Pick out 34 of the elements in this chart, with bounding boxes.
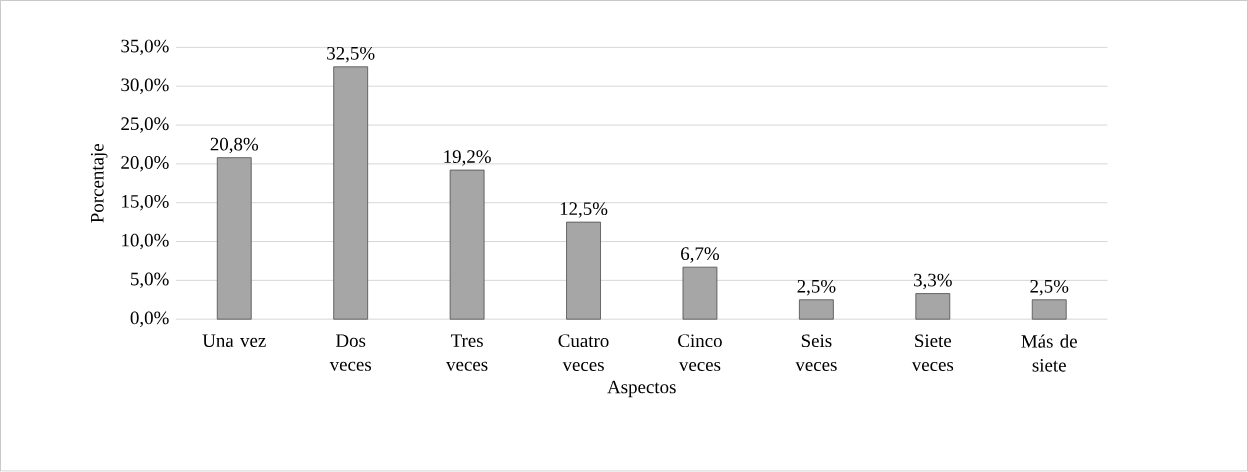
data-label: 3,3%	[914, 273, 952, 290]
data-label: 2,5%	[1030, 280, 1069, 296]
bar	[682, 267, 718, 320]
data-label: 32,5%	[327, 47, 375, 63]
bar	[216, 157, 252, 320]
x-tick-label: Seis veces	[795, 334, 837, 372]
y-tick-label: 5,0%	[131, 272, 169, 289]
x-tick-label: Cinco veces	[678, 334, 722, 372]
y-tick-label: 35,0%	[121, 39, 169, 56]
x-tick-label: Cuatro veces	[558, 334, 609, 372]
data-label: 2,5%	[797, 280, 836, 296]
bar	[798, 299, 834, 320]
y-tick-label: 25,0%	[121, 117, 169, 134]
x-tick-label: Siete veces	[911, 334, 954, 372]
y-tick-label: 10,0%	[122, 234, 169, 250]
x-tick-label: Dos veces	[329, 334, 372, 372]
data-label: 12,5%	[560, 202, 608, 218]
bar	[915, 293, 951, 320]
bar	[449, 169, 485, 320]
x-tick-label: Una vez	[202, 334, 266, 348]
bar	[1031, 299, 1067, 320]
y-tick-label: 0,0%	[130, 311, 169, 328]
x-tick-label: Tres veces	[446, 334, 488, 372]
x-tick-label: Más de siete	[1021, 334, 1077, 372]
y-tick-label: 15,0%	[122, 195, 169, 211]
data-label: 19,2%	[444, 150, 491, 166]
y-tick-label: 20,0%	[121, 156, 169, 172]
x-axis-title: Aspectos	[607, 380, 676, 398]
data-label: 6,7%	[681, 247, 720, 264]
bar	[566, 221, 601, 320]
data-label: 20,8%	[210, 138, 259, 154]
y-tick-label: 30,0%	[121, 78, 169, 95]
bar	[333, 66, 369, 320]
y-axis-title: Porcentaje	[90, 144, 108, 223]
